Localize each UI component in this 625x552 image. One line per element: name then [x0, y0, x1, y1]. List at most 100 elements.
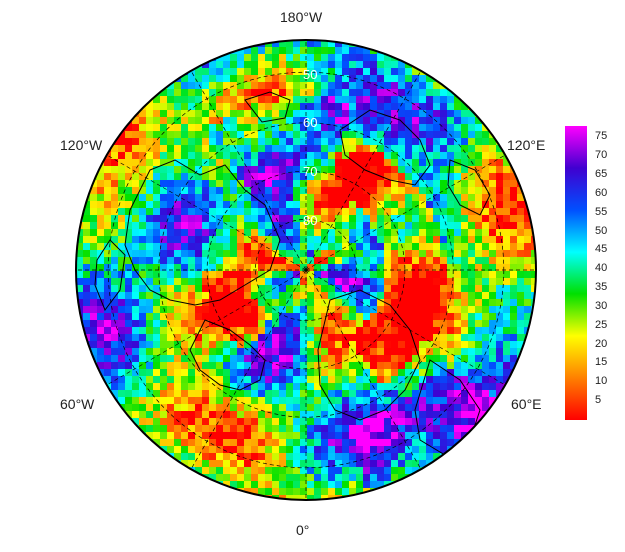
colorbar-tick-label: 25	[595, 318, 608, 331]
data-cell	[265, 257, 273, 265]
data-cell	[321, 89, 329, 97]
longitude-label-120w: 120°W	[60, 137, 103, 153]
data-cell	[363, 467, 371, 475]
data-cell	[202, 313, 210, 321]
data-cell	[181, 453, 189, 461]
data-cell	[181, 306, 189, 314]
data-cell	[258, 467, 266, 475]
data-cell	[307, 75, 315, 83]
data-cell	[377, 320, 385, 328]
data-cell	[468, 285, 476, 293]
data-cell	[384, 432, 392, 440]
data-cell	[531, 320, 536, 328]
data-cell	[531, 271, 536, 279]
data-cell	[412, 166, 420, 174]
data-cell	[461, 257, 469, 265]
data-cell	[405, 348, 413, 356]
data-cell	[139, 145, 147, 153]
data-cell	[503, 376, 511, 384]
data-cell	[426, 446, 434, 454]
data-cell	[321, 348, 329, 356]
data-cell	[279, 369, 287, 377]
data-cell	[237, 432, 245, 440]
data-cell	[244, 425, 252, 433]
data-cell	[209, 215, 217, 223]
data-cell	[237, 376, 245, 384]
data-cell	[111, 229, 119, 237]
data-cell	[188, 299, 196, 307]
data-cell	[202, 334, 210, 342]
data-cell	[363, 229, 371, 237]
data-cell	[160, 222, 168, 230]
data-cell	[419, 159, 427, 167]
data-cell	[454, 222, 462, 230]
data-cell	[167, 348, 175, 356]
data-cell	[496, 299, 504, 307]
data-cell	[475, 348, 483, 356]
data-cell	[314, 362, 322, 370]
data-cell	[153, 96, 161, 104]
data-cell	[391, 145, 399, 153]
data-cell	[377, 348, 385, 356]
data-cell	[335, 250, 343, 258]
data-cell	[412, 264, 420, 272]
data-cell	[349, 96, 357, 104]
data-cell	[251, 348, 259, 356]
data-cell	[461, 124, 469, 132]
data-cell	[83, 257, 91, 265]
data-cell	[146, 292, 154, 300]
data-cell	[265, 439, 273, 447]
data-cell	[447, 208, 455, 216]
data-cell	[195, 285, 203, 293]
data-cell	[321, 418, 329, 426]
data-cell	[328, 138, 336, 146]
data-cell	[342, 208, 350, 216]
data-cell	[419, 348, 427, 356]
data-cell	[90, 292, 98, 300]
data-cell	[195, 229, 203, 237]
meridian-line	[305, 70, 422, 271]
data-cell	[195, 236, 203, 244]
data-cell	[195, 383, 203, 391]
data-cell	[461, 418, 469, 426]
data-cell	[293, 180, 301, 188]
data-cell	[461, 166, 469, 174]
data-cell	[391, 355, 399, 363]
data-cell	[426, 348, 434, 356]
data-cell	[118, 215, 126, 223]
data-cell	[174, 110, 182, 118]
data-cell	[237, 306, 245, 314]
data-cell	[468, 159, 476, 167]
data-cell	[349, 194, 357, 202]
data-cell	[174, 271, 182, 279]
data-cell	[356, 495, 364, 500]
data-cell	[349, 278, 357, 286]
coastline	[189, 319, 266, 391]
data-cell	[230, 425, 238, 433]
data-cell	[342, 285, 350, 293]
data-cell	[489, 250, 497, 258]
data-cell	[132, 306, 140, 314]
data-cell	[272, 117, 280, 125]
data-cell	[496, 257, 504, 265]
data-cell	[363, 334, 371, 342]
data-cell	[244, 278, 252, 286]
data-cell	[307, 117, 315, 125]
data-cell	[237, 47, 245, 55]
data-cell	[83, 208, 91, 216]
data-cell	[405, 145, 413, 153]
data-cell	[398, 173, 406, 181]
data-cell	[132, 208, 140, 216]
data-cell	[349, 481, 357, 489]
data-cell	[447, 229, 455, 237]
data-cell	[125, 320, 133, 328]
data-cell	[202, 432, 210, 440]
data-cell	[209, 418, 217, 426]
data-cell	[83, 292, 91, 300]
data-cell	[433, 145, 441, 153]
data-cell	[384, 285, 392, 293]
data-cell	[230, 355, 238, 363]
data-cell	[482, 299, 490, 307]
data-cell	[244, 306, 252, 314]
data-cell	[440, 243, 448, 251]
